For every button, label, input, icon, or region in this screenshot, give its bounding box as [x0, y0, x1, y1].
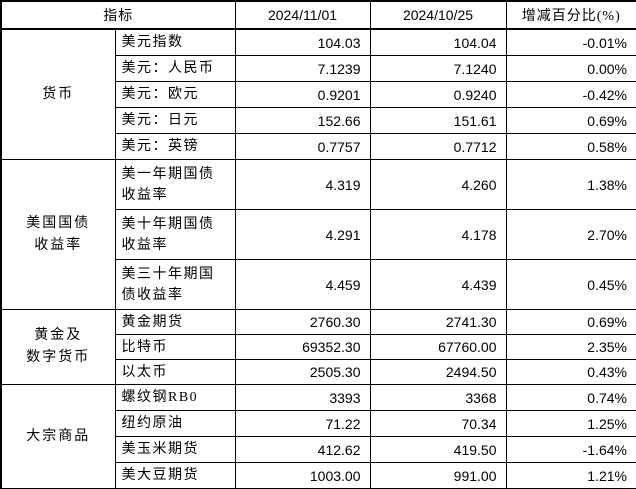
pct-change: 2.35%: [505, 334, 636, 360]
pct-change: 0.00%: [505, 55, 636, 82]
group-cell-treasury: 美国国债 收益率: [0, 159, 116, 310]
table-row: 美国国债 收益率 美一年期国债 收益率 4.319 4.260 1.38%: [0, 159, 636, 310]
pct-change: 1.38%: [505, 159, 636, 210]
value-current: 4.319: [234, 159, 371, 210]
pct-change: 0.69%: [505, 107, 636, 134]
header-date-previous: 2024/10/25: [369, 0, 507, 30]
pct-change: 0.45%: [505, 259, 636, 310]
indicator-label: 美元：英镑: [114, 133, 236, 160]
value-previous: 2494.50: [369, 359, 507, 385]
group-cell-commodity: 大宗商品: [0, 384, 116, 489]
header-indicator: 指标: [0, 0, 236, 30]
indicator-label: 美元：人民币: [114, 55, 236, 82]
value-previous: 4.439: [369, 259, 507, 310]
value-previous: 2741.30: [369, 309, 507, 335]
table-row: 黄金及 数字货币 黄金期货 2760.30 2741.30 0.69%: [0, 309, 636, 385]
value-previous: 0.7712: [369, 133, 507, 160]
value-previous: 70.34: [369, 410, 507, 437]
group-cell-gold-crypto: 黄金及 数字货币: [0, 309, 116, 385]
pct-change: 2.70%: [505, 209, 636, 260]
value-current: 69352.30: [234, 334, 371, 360]
header-pct-change: 增减百分比(%): [505, 0, 636, 30]
value-current: 2760.30: [234, 309, 371, 335]
indicator-label: 美玉米期货: [114, 436, 236, 463]
value-current: 3393: [234, 384, 371, 411]
value-current: 104.03: [234, 28, 371, 56]
value-previous: 991.00: [369, 462, 507, 489]
value-previous: 419.50: [369, 436, 507, 463]
value-previous: 4.178: [369, 209, 507, 260]
indicator-label: 美元指数: [114, 28, 236, 56]
value-current: 4.459: [234, 259, 371, 310]
value-current: 71.22: [234, 410, 371, 437]
indicator-label: 美元：日元: [114, 107, 236, 134]
table-row: 大宗商品 螺纹钢RB0 3393 3368 0.74%: [0, 384, 636, 489]
value-previous: 4.260: [369, 159, 507, 210]
pct-change: -0.42%: [505, 81, 636, 108]
table-row: 比特币 69352.30 67760.00 2.35%: [1, 334, 636, 360]
header-row: 指标 2024/11/01 2024/10/25 增减百分比(%): [0, 0, 636, 30]
value-previous: 3368: [369, 384, 507, 411]
indicator-label: 美三十年期国 债收益率: [114, 259, 236, 310]
value-previous: 67760.00: [369, 334, 507, 360]
value-current: 0.7757: [234, 133, 371, 160]
pct-change: 0.69%: [505, 309, 636, 335]
value-previous: 7.1240: [369, 55, 507, 82]
value-current: 152.66: [234, 107, 371, 134]
indicator-label: 纽约原油: [114, 410, 236, 437]
header-date-current: 2024/11/01: [234, 0, 371, 30]
table-row: 货币 美元指数 104.03 104.04 -0.01%: [0, 28, 636, 160]
indicator-label: 美大豆期货: [114, 462, 236, 489]
indicator-label: 螺纹钢RB0: [114, 384, 236, 411]
pct-change: 0.58%: [505, 133, 636, 160]
indicator-label: 黄金期货: [114, 309, 236, 335]
table-row: 美玉米期货 412.62 419.50 -1.64%: [1, 436, 636, 463]
table-row: 美三十年期国 债收益率 4.459 4.439 0.45%: [1, 259, 636, 310]
pct-change: 1.25%: [505, 410, 636, 437]
value-current: 7.1239: [234, 55, 371, 82]
value-current: 0.9201: [234, 81, 371, 108]
indicator-label: 美一年期国债 收益率: [114, 159, 236, 210]
indicator-label: 比特币: [114, 334, 236, 360]
pct-change: 0.74%: [505, 384, 636, 411]
value-previous: 0.9240: [369, 81, 507, 108]
value-current: 2505.30: [234, 359, 371, 385]
table-row: 美元：英镑 0.7757 0.7712 0.58%: [1, 133, 636, 160]
value-previous: 151.61: [369, 107, 507, 134]
value-current: 412.62: [234, 436, 371, 463]
indicator-label: 美元：欧元: [114, 81, 236, 108]
pct-change: 0.43%: [505, 359, 636, 385]
group-cell-currency: 货币: [0, 28, 116, 160]
table-row: 美大豆期货 1003.00 991.00 1.21%: [1, 462, 636, 489]
value-current: 4.291: [234, 209, 371, 260]
table-row: 美元：人民币 7.1239 7.1240 0.00%: [1, 55, 636, 82]
table-row: 纽约原油 71.22 70.34 1.25%: [1, 410, 636, 437]
value-previous: 104.04: [369, 28, 507, 56]
indicator-label: 美十年期国债 收益率: [114, 209, 236, 260]
pct-change: -0.01%: [505, 28, 636, 56]
pct-change: -1.64%: [505, 436, 636, 463]
indicator-label: 以太币: [114, 359, 236, 385]
value-current: 1003.00: [234, 462, 371, 489]
pct-change: 1.21%: [505, 462, 636, 489]
